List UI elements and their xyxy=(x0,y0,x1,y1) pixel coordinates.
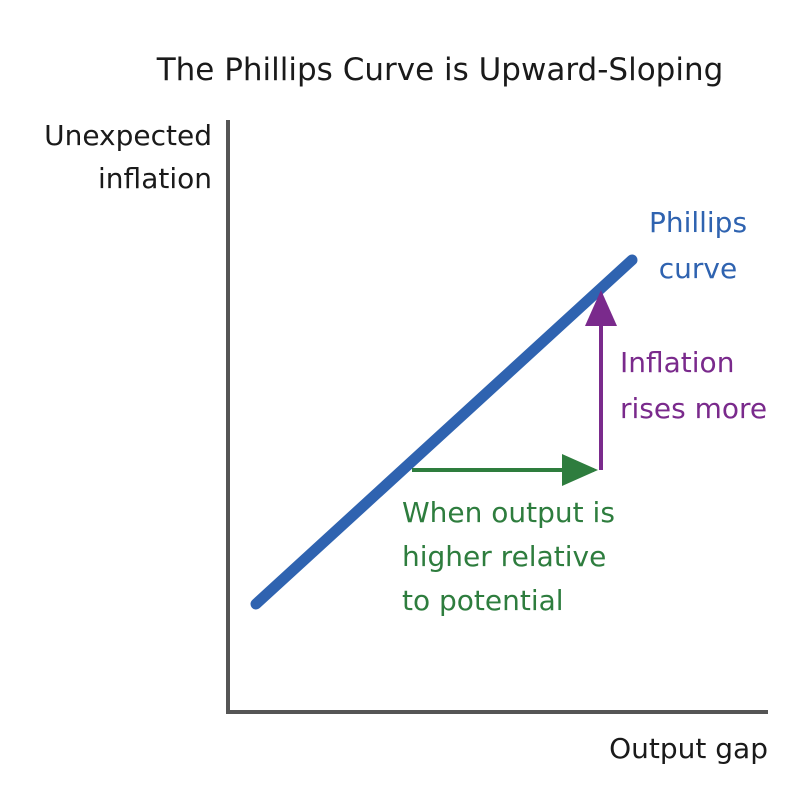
horizontal-annotation: to potential xyxy=(402,584,564,617)
curve-label: curve xyxy=(659,252,737,285)
vertical-annotation: Inflation xyxy=(620,346,734,379)
curve-label: Phillips xyxy=(649,206,747,239)
x-axis-label: Output gap xyxy=(609,732,768,765)
y-axis-label: Unexpected xyxy=(44,119,212,152)
phillips-curve xyxy=(250,254,638,610)
title: The Phillips Curve is Upward-Sloping xyxy=(156,52,724,88)
y-axis-label: inflation xyxy=(98,162,212,195)
horizontal-annotation: higher relative xyxy=(402,540,606,573)
vertical-annotation: rises more xyxy=(620,392,767,425)
horizontal-annotation: When output is xyxy=(402,496,615,529)
